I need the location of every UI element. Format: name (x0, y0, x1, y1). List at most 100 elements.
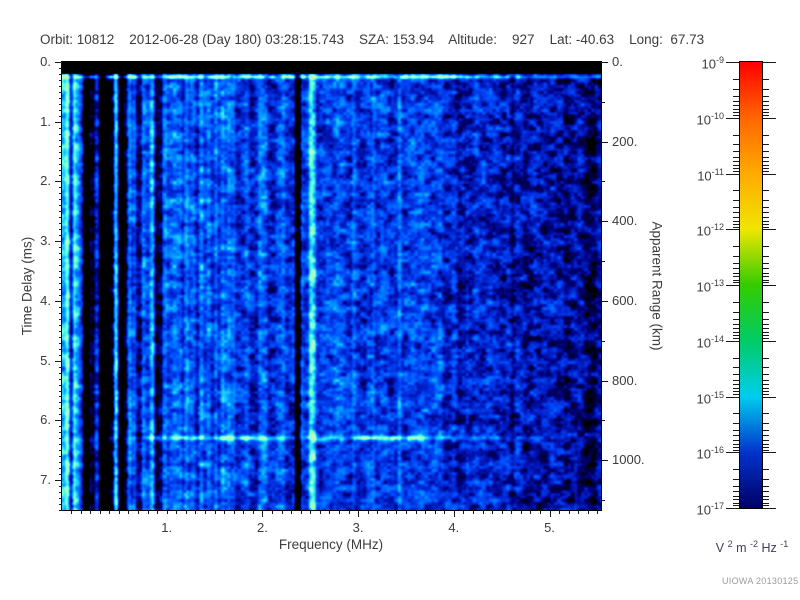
axis-tick (733, 332, 740, 334)
colorbar-tick-label: 10-13 (696, 278, 724, 295)
axis-tick (601, 340, 605, 342)
axis-tick (762, 505, 769, 507)
axis-tick (762, 216, 769, 218)
axis-tick (762, 134, 769, 136)
axis-tick (726, 62, 740, 63)
axis-tick (733, 212, 740, 214)
tick-label: 0. (40, 54, 51, 69)
axis-tick (726, 340, 740, 342)
axis-tick (733, 423, 740, 425)
y2-axis-title: Apparent Range (km) (649, 221, 665, 351)
tick-label: 4. (448, 520, 460, 535)
tick-label: 7. (40, 472, 51, 488)
tick-label: 2. (40, 173, 51, 189)
axis-tick (539, 510, 541, 514)
axis-tick (762, 190, 769, 192)
axis-tick (762, 502, 769, 504)
axis-tick (733, 164, 740, 166)
axis-tick (762, 311, 769, 313)
axis-tick (733, 478, 740, 480)
axis-tick (482, 510, 484, 514)
axis-tick (520, 510, 522, 514)
axis-tick (58, 384, 62, 386)
axis-tick (762, 367, 769, 369)
axis-tick (587, 510, 589, 514)
axis-tick (733, 499, 740, 501)
axis-tick (58, 283, 62, 284)
axis-tick (733, 78, 740, 80)
axis-tick (58, 426, 62, 428)
axis-tick (58, 366, 62, 368)
axis-tick (58, 229, 62, 231)
axis-tick (58, 444, 62, 446)
axis-tick (549, 510, 551, 517)
axis-tick (58, 277, 62, 279)
tick-label: 600. (612, 292, 638, 308)
tick-label: 2. (256, 520, 268, 535)
axis-tick (762, 115, 769, 117)
axis-tick (762, 78, 769, 80)
axis-tick (358, 510, 360, 517)
axis-tick (601, 62, 608, 63)
axis-tick (733, 357, 740, 359)
axis-tick (204, 510, 206, 514)
axis-tick (762, 446, 769, 448)
axis-tick (762, 279, 769, 281)
axis-tick (601, 420, 605, 422)
axis-tick (58, 456, 62, 458)
axis-tick (58, 223, 62, 225)
axis-tick (55, 62, 62, 63)
axis-tick (762, 285, 776, 286)
axis-tick (396, 510, 398, 514)
axis-tick (762, 112, 769, 114)
tick-label: 800. (612, 372, 638, 388)
axis-tick (58, 187, 62, 189)
axis-tick (58, 462, 62, 464)
axis-tick (733, 443, 740, 445)
axis-tick (762, 282, 769, 284)
tick-label: 4. (40, 292, 51, 308)
axis-tick (762, 393, 769, 395)
axis-tick (762, 335, 769, 337)
axis-tick (762, 301, 769, 303)
axis-tick (58, 217, 62, 219)
axis-tick (55, 300, 62, 302)
tick-label: 5. (40, 352, 51, 368)
axis-tick (762, 255, 769, 257)
axis-tick (726, 452, 740, 454)
axis-tick (601, 380, 608, 382)
axis-tick (733, 156, 740, 158)
axis-tick (58, 294, 62, 296)
axis-tick (733, 112, 740, 114)
axis-tick (58, 235, 62, 237)
axis-tick (415, 510, 417, 514)
axis-tick (281, 510, 283, 514)
axis-tick (300, 510, 302, 514)
axis-tick (601, 500, 605, 502)
axis-tick (726, 508, 740, 509)
axis-tick (80, 510, 82, 514)
colorbar-tick-label: 10-10 (696, 110, 724, 128)
axis-tick (530, 510, 532, 514)
axis-tick (58, 163, 62, 165)
axis-tick (128, 510, 130, 514)
axis-tick (58, 247, 62, 249)
axis-tick (601, 101, 605, 103)
axis-tick (405, 510, 407, 514)
axis-tick (463, 510, 465, 514)
axis-tick (425, 510, 427, 514)
colorbar-tick-label: 10-15 (696, 389, 724, 406)
x-axis-title: Frequency (MHz) (278, 537, 384, 552)
axis-tick (90, 510, 92, 514)
axis-tick (434, 510, 436, 514)
axis-tick (762, 357, 769, 359)
axis-tick (762, 62, 776, 63)
axis-tick (733, 301, 740, 303)
axis-tick (733, 105, 740, 107)
axis-tick (58, 504, 62, 505)
axis-tick (58, 509, 62, 511)
axis-tick (58, 288, 62, 290)
axis-tick (58, 306, 62, 308)
axis-tick (733, 391, 740, 393)
axis-tick (762, 151, 769, 153)
